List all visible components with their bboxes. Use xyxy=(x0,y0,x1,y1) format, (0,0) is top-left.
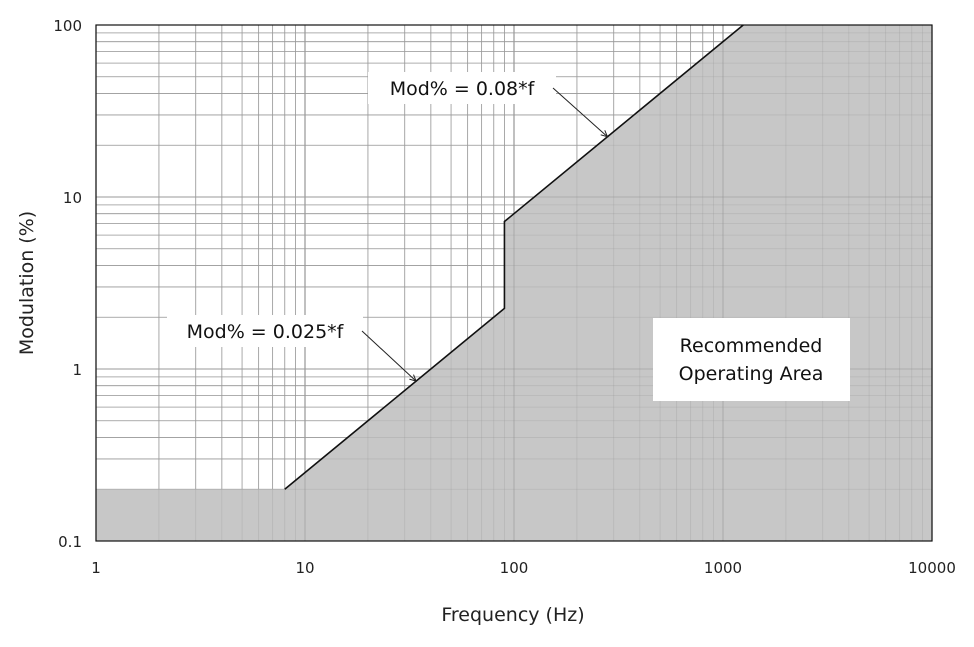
y-tick-label: 10 xyxy=(63,189,82,207)
annotation-label: Mod% = 0.08*f xyxy=(390,78,536,100)
x-axis-ticks: 1 10 100 1000 10000 xyxy=(91,559,956,577)
annotations: Mod% = 0.08*f Mod% = 0.025*f xyxy=(167,72,609,382)
arrow-head-icon xyxy=(409,374,417,382)
annotation-leader xyxy=(361,330,417,382)
y-tick-label: 0.1 xyxy=(58,533,82,551)
y-axis-ticks: 0.1 1 10 100 xyxy=(53,17,82,551)
x-tick-label: 1000 xyxy=(704,559,742,577)
arrow-head-icon xyxy=(600,130,609,138)
plot-frame xyxy=(95,24,933,542)
boundary-line xyxy=(284,24,744,490)
y-tick-label: 1 xyxy=(72,361,82,379)
x-tick-label: 1 xyxy=(91,559,101,577)
recommended-operating-area xyxy=(96,25,932,541)
x-tick-label: 10000 xyxy=(908,559,956,577)
annotation-label: Mod% = 0.025*f xyxy=(187,321,345,343)
annotation: Mod% = 0.08*f xyxy=(368,72,609,138)
area-label-box: Recommended Operating Area xyxy=(653,318,850,401)
y-axis-label: Modulation (%) xyxy=(16,211,38,355)
x-tick-label: 10 xyxy=(295,559,314,577)
x-axis-label: Frequency (Hz) xyxy=(441,604,584,626)
annotation: Mod% = 0.025*f xyxy=(167,315,417,382)
area-label-line-2: Operating Area xyxy=(679,363,824,385)
area-label-line-1: Recommended xyxy=(680,335,823,357)
y-tick-label: 100 xyxy=(53,17,82,35)
annotation-box xyxy=(167,315,363,347)
annotation-leader xyxy=(552,87,608,138)
x-tick-label: 100 xyxy=(500,559,529,577)
annotation-box xyxy=(368,72,556,104)
